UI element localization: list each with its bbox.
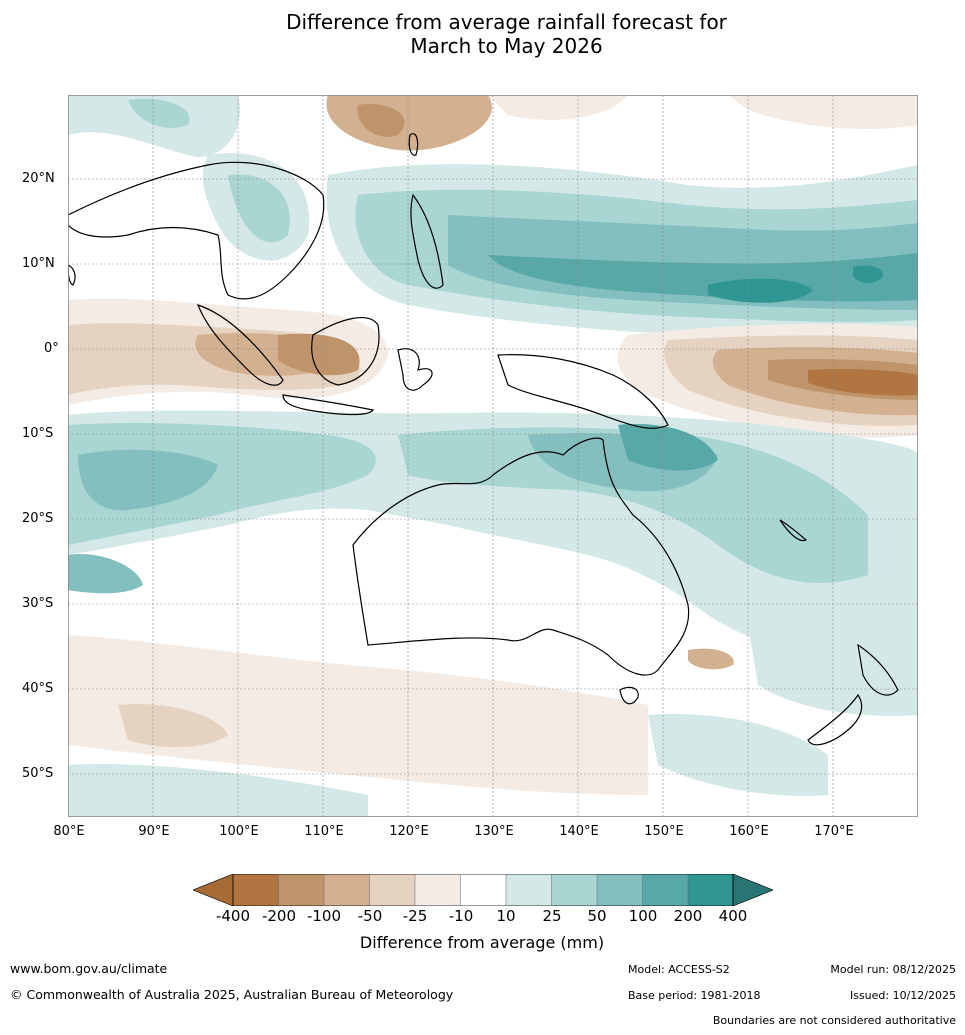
colorbar-arrow-high — [732, 874, 773, 906]
lat-label-20s: 20°S — [22, 511, 54, 526]
colorbar-title: Difference from average (mm) — [359, 933, 605, 952]
footer-copyright: © Commonwealth of Australia 2025, Austra… — [10, 987, 454, 1002]
colorbar-swatch-5 — [415, 874, 461, 906]
lon-label-80e: 80°E — [53, 824, 85, 839]
lat-label-0: 0° — [44, 341, 59, 356]
lat-label-10n: 10°N — [22, 256, 55, 271]
colorbar-swatch-3 — [324, 874, 370, 906]
lat-label-40s: 40°S — [22, 681, 54, 696]
colorbar-label-neg400: -400 — [215, 907, 251, 925]
title-line-2: March to May 2026 — [410, 34, 603, 58]
colorbar-label-neg200: -200 — [261, 907, 297, 925]
colorbar-swatch-9 — [597, 874, 643, 906]
lat-label-30s: 30°S — [22, 596, 54, 611]
lon-label-140e: 140°E — [559, 824, 599, 839]
borneo-outline — [311, 316, 380, 386]
colorbar-label-400: 400 — [718, 907, 748, 925]
footer-disclaimer: Boundaries are not considered authoritat… — [712, 1014, 956, 1027]
colorbar-label-200: 200 — [673, 907, 703, 925]
colorbar-label-neg10: -10 — [448, 907, 474, 925]
coastlines — [68, 133, 899, 746]
colorbar-swatch-11 — [688, 874, 733, 906]
lon-label-170e: 170°E — [814, 824, 854, 839]
colorbar-swatch-1 — [233, 874, 279, 906]
lon-label-130e: 130°E — [474, 824, 514, 839]
footer-url[interactable]: www.bom.gov.au/climate — [10, 961, 168, 976]
colorbar-swatch-4 — [369, 874, 415, 906]
colorbar-arrow-low — [193, 874, 234, 906]
lon-label-150e: 150°E — [644, 824, 684, 839]
sulawesi-outline — [397, 348, 433, 391]
colorbar-label-neg25: -25 — [402, 907, 428, 925]
colorbar-label-50: 50 — [587, 907, 607, 925]
new-zealand-south-outline — [807, 693, 863, 746]
lon-label-110e: 110°E — [304, 824, 344, 839]
title-line-1: Difference from average rainfall forecas… — [286, 10, 727, 34]
lat-label-10s: 10°S — [22, 426, 54, 441]
footer-model: Model: ACCESS-S2 — [628, 963, 730, 976]
colorbar-label-25: 25 — [542, 907, 562, 925]
java-outline — [282, 394, 375, 416]
taiwan-outline — [408, 133, 419, 156]
colorbar-swatch-10 — [642, 874, 688, 906]
lon-label-160e: 160°E — [729, 824, 769, 839]
new-zealand-north-outline — [857, 643, 899, 696]
footer-issued: Issued: 10/12/2025 — [849, 989, 956, 1002]
colorbar-swatch-6 — [460, 874, 506, 906]
lat-label-50s: 50°S — [22, 766, 54, 781]
philippines-outline — [410, 193, 444, 289]
new-caledonia-outline — [779, 519, 808, 542]
indochina-outline — [68, 161, 325, 300]
colorbar-label-100: 100 — [628, 907, 658, 925]
colorbar-swatch-8 — [551, 874, 597, 906]
footer-model-run: Model run: 08/12/2025 — [830, 963, 956, 976]
colorbar-label-neg100: -100 — [306, 907, 342, 925]
map-title: Difference from average rainfall forecas… — [0, 10, 965, 58]
colorbar-label-neg50: -50 — [357, 907, 383, 925]
footer-base-period: Base period: 1981-2018 — [628, 989, 761, 1002]
lon-label-90e: 90°E — [138, 824, 170, 839]
lat-label-20n: 20°N — [22, 171, 55, 186]
lon-label-120e: 120°E — [389, 824, 429, 839]
colorbar-legend — [193, 874, 773, 906]
colorbar-swatch-7 — [506, 874, 552, 906]
sumatra-outline — [196, 304, 284, 386]
australia-outline — [352, 437, 690, 676]
rainfall-anomaly-map — [68, 95, 918, 817]
new-guinea-outline — [497, 354, 669, 429]
colorbar-swatch-2 — [278, 874, 324, 906]
tasmania-outline — [619, 686, 639, 705]
lon-label-100e: 100°E — [219, 824, 259, 839]
colorbar-label-10: 10 — [496, 907, 516, 925]
map-canvas — [68, 95, 918, 817]
